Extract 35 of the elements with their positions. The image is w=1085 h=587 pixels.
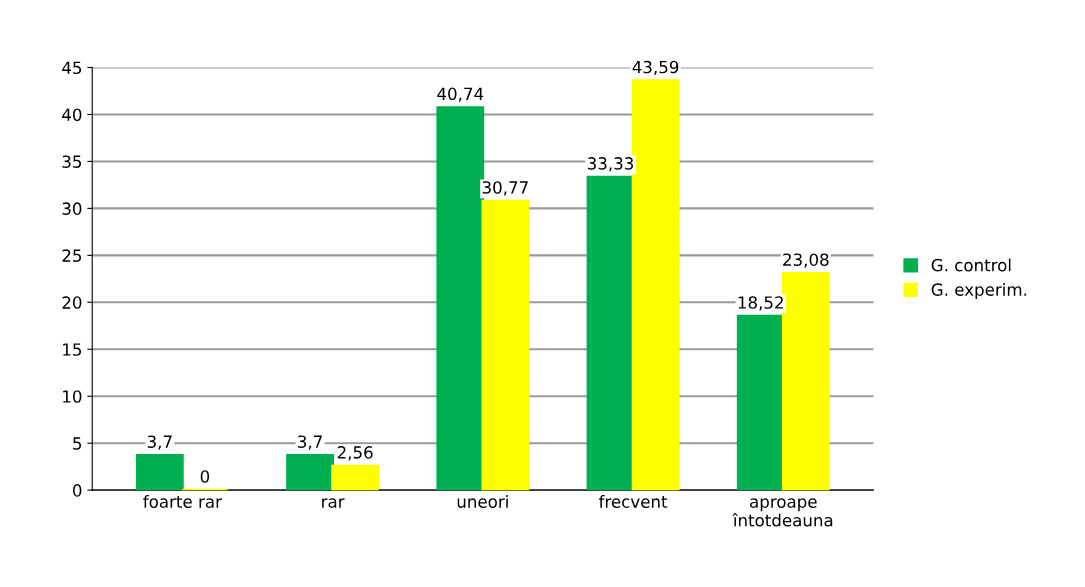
data-label: 2,56 [337,446,373,461]
legend-label: G. control [931,258,1011,272]
y-tick-label: 0 [73,484,82,497]
data-label: 33,33 [587,157,634,172]
x-tick-label: foarte rar [143,495,222,508]
bar [736,314,785,491]
bar [631,79,680,491]
y-tick-label: 25 [62,249,82,262]
y-tick-label: 15 [63,343,82,356]
data-label: 0 [200,470,210,483]
data-label: 3,7 [298,435,322,450]
y-tick-label: 45 [62,61,82,75]
y-tick-label: 40 [62,108,82,122]
bar [586,175,635,491]
legend-label: G. experim. [931,282,1027,300]
x-tick-label: uneori [457,495,508,508]
bar [781,271,830,491]
x-tick-label: aproape întotdeauna [732,498,833,527]
bar [481,199,530,491]
y-tick-label: 20 [62,296,82,309]
bar [286,454,334,491]
bar [331,464,380,491]
data-label: 40,74 [437,87,484,102]
data-label: 18,52 [738,296,783,311]
bar [135,454,184,491]
x-tick-label: frecvent [598,495,668,508]
y-tick-label: 5 [73,437,82,450]
y-tick-label: 30 [62,202,82,215]
data-label: 3,7 [147,435,172,450]
y-tick-label: 35 [62,155,82,168]
data-label: 30,77 [482,181,528,196]
data-label: 23,08 [783,253,829,268]
y-tick-label: 10 [63,390,82,403]
data-label: 43,59 [632,60,679,76]
x-tick-label: rar [322,498,345,508]
